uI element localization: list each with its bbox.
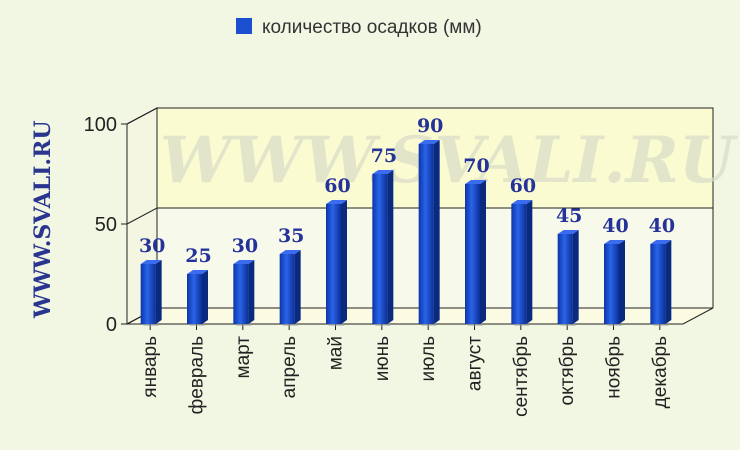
bar-front xyxy=(140,264,156,324)
bar-8 xyxy=(465,180,486,326)
bar-10 xyxy=(557,230,579,326)
bar-top xyxy=(418,140,440,144)
bar-front xyxy=(604,244,619,324)
bar-top xyxy=(372,170,394,174)
data-label-9: 60 xyxy=(510,175,536,197)
bar-side xyxy=(202,270,208,324)
data-label-2: 25 xyxy=(185,245,211,267)
bar-4 xyxy=(279,250,301,326)
data-label-4: 35 xyxy=(278,225,304,247)
y-tick-label-0: 0 xyxy=(106,314,117,336)
x-tick-label-7: июль xyxy=(418,336,439,382)
x-tick-label-11: ноябрь xyxy=(604,336,625,399)
bar-top xyxy=(604,240,625,244)
wall-line-100 xyxy=(126,107,713,125)
bar-9 xyxy=(511,200,533,326)
data-label-1: 30 xyxy=(139,235,165,257)
bar-top xyxy=(187,270,208,274)
data-label-7: 90 xyxy=(417,115,443,137)
x-tick-label-1: январь xyxy=(140,336,161,398)
bar-11 xyxy=(604,240,625,326)
bar-top xyxy=(650,240,672,244)
x-tick-label-9: сентябрь xyxy=(511,336,532,417)
bar-5 xyxy=(326,200,347,326)
bar-side xyxy=(433,140,440,324)
bar-side xyxy=(665,240,672,324)
bar-front xyxy=(465,184,480,324)
bar-front xyxy=(326,204,341,324)
background-watermark: WWW.SVALI.RU xyxy=(160,123,739,198)
bar-front xyxy=(279,254,295,324)
x-tick-label-4: апрель xyxy=(279,336,300,398)
legend-swatch xyxy=(236,18,252,34)
bar-top xyxy=(140,260,162,264)
bars xyxy=(140,140,672,326)
data-label-3: 30 xyxy=(232,235,258,257)
bar-front xyxy=(233,264,249,324)
bar-top xyxy=(465,180,486,184)
bar-side xyxy=(619,240,625,324)
data-label-10: 45 xyxy=(556,205,582,227)
data-label-11: 40 xyxy=(602,215,628,237)
x-tick-label-5: май xyxy=(326,336,347,370)
bar-top xyxy=(557,230,579,234)
bar-12 xyxy=(650,240,672,326)
data-label-12: 40 xyxy=(649,215,675,237)
data-label-5: 60 xyxy=(324,175,350,197)
bar-6 xyxy=(372,170,394,326)
bar-top xyxy=(326,200,347,204)
bar-side xyxy=(526,200,533,324)
bar-front xyxy=(187,274,202,324)
legend: количество осадков (мм) xyxy=(236,17,482,38)
bar-2 xyxy=(187,270,208,326)
bar-front xyxy=(372,174,388,324)
bar-side xyxy=(572,230,579,324)
data-label-6: 75 xyxy=(371,145,397,167)
y-tick-label-50: 50 xyxy=(95,214,117,236)
side-watermark: WWW.SVALI.RU xyxy=(30,120,56,319)
x-tick-label-10: октябрь xyxy=(557,336,578,406)
bar-side xyxy=(294,250,301,324)
bar-front xyxy=(557,234,573,324)
x-tick-label-8: август xyxy=(465,336,486,391)
data-label-8: 70 xyxy=(463,155,489,177)
bar-side xyxy=(387,170,394,324)
bar-side xyxy=(155,260,162,324)
axes: 0 50 100 xyxy=(84,107,713,336)
bar-side xyxy=(248,260,255,324)
bar-top xyxy=(511,200,533,204)
x-tick-label-3: март xyxy=(233,336,254,379)
y-tick-label-100: 100 xyxy=(84,114,117,136)
bar-side xyxy=(480,180,486,324)
labels: 30 январь 25 февраль 30 март 35 апрель 60 май 75 ию… xyxy=(139,115,675,417)
bar-front xyxy=(418,144,434,324)
bar-front xyxy=(511,204,527,324)
x-tick-label-12: декабрь xyxy=(650,336,671,408)
bar-3 xyxy=(233,260,255,326)
bar-front xyxy=(650,244,666,324)
legend-label: количество осадков (мм) xyxy=(262,17,482,38)
bar-top xyxy=(233,260,255,264)
x-tick-label-6: июнь xyxy=(372,336,393,381)
bar-1 xyxy=(140,260,162,326)
x-tick-label-2: февраль xyxy=(187,336,208,415)
bar-side xyxy=(341,200,347,324)
bar-top xyxy=(279,250,301,254)
bar-7 xyxy=(418,140,440,326)
